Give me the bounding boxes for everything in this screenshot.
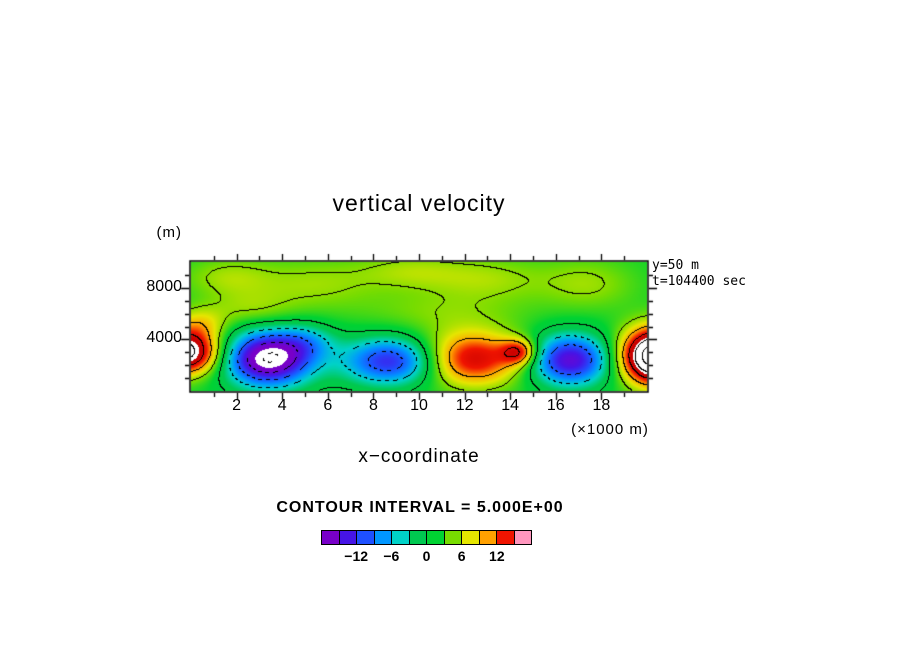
y-tick-label: 8000 bbox=[146, 277, 182, 295]
colorbar-segment bbox=[497, 531, 515, 544]
x-tick-label: 16 bbox=[546, 397, 565, 414]
colorbar-segment bbox=[479, 531, 497, 544]
colorbar-segment bbox=[392, 531, 410, 544]
x-axis-label: x−coordinate bbox=[358, 446, 480, 467]
colorbar-segment bbox=[409, 531, 427, 544]
x-tick-label: 12 bbox=[455, 397, 474, 414]
x-tick-label: 8 bbox=[368, 397, 378, 414]
colorbar-segment bbox=[444, 531, 462, 544]
colorbar bbox=[321, 530, 532, 545]
annotation-y-plane: y=50 m bbox=[652, 258, 699, 273]
colorbar-segment bbox=[514, 531, 531, 544]
y-tick-label: 4000 bbox=[146, 329, 182, 347]
colorbar-tick-label: 6 bbox=[457, 548, 466, 564]
y-axis-unit-label: (m) bbox=[156, 224, 182, 241]
colorbar-tick-labels: −12 −6 0 6 12 bbox=[321, 548, 532, 568]
colorbar-tick-label: −12 bbox=[344, 548, 369, 564]
x-tick-label: 2 bbox=[232, 397, 242, 414]
vertical-velocity-contour-plot bbox=[180, 253, 658, 410]
colorbar-tick-label: −6 bbox=[383, 548, 400, 564]
x-tick-label: 10 bbox=[410, 397, 428, 414]
x-tick-label: 18 bbox=[592, 397, 611, 414]
colorbar-segment bbox=[462, 531, 480, 544]
colorbar-segment bbox=[427, 531, 445, 544]
colorbar-segment bbox=[339, 531, 357, 544]
colorbar-segment bbox=[357, 531, 375, 544]
x-tick-label: 14 bbox=[501, 397, 520, 414]
annotation-time: t=104400 sec bbox=[652, 274, 746, 289]
colorbar-tick-label: 12 bbox=[489, 548, 505, 564]
colorbar-segment bbox=[322, 531, 340, 544]
chart-title: vertical velocity bbox=[332, 190, 506, 216]
x-axis-tick-labels: 2 4 6 8 10 12 14 16 18 bbox=[191, 397, 647, 419]
colorbar-segment bbox=[374, 531, 392, 544]
x-tick-label: 6 bbox=[323, 397, 333, 414]
colorbar-tick-label: 0 bbox=[422, 548, 431, 564]
contour-interval-label: CONTOUR INTERVAL = 5.000E+00 bbox=[276, 499, 564, 516]
x-axis-unit-label: (×1000 m) bbox=[571, 421, 649, 438]
y-axis-tick-labels: 4000 8000 bbox=[118, 262, 182, 391]
x-tick-label: 4 bbox=[277, 397, 287, 414]
